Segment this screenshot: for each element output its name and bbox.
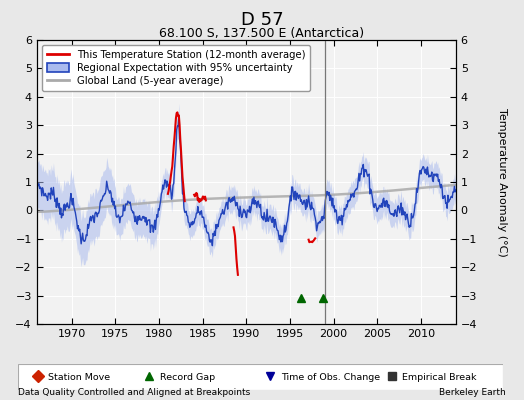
Text: Data Quality Controlled and Aligned at Breakpoints: Data Quality Controlled and Aligned at B… — [18, 388, 250, 397]
Legend: This Temperature Station (12-month average), Regional Expectation with 95% uncer: This Temperature Station (12-month avera… — [42, 45, 310, 91]
Text: 68.100 S, 137.500 E (Antarctica): 68.100 S, 137.500 E (Antarctica) — [159, 27, 365, 40]
Text: Time of Obs. Change: Time of Obs. Change — [281, 373, 380, 382]
FancyBboxPatch shape — [18, 364, 503, 390]
Y-axis label: Temperature Anomaly (°C): Temperature Anomaly (°C) — [497, 108, 507, 256]
Text: Berkeley Earth: Berkeley Earth — [439, 388, 506, 397]
Text: Station Move: Station Move — [48, 373, 111, 382]
Text: Empirical Break: Empirical Break — [402, 373, 477, 382]
Text: Record Gap: Record Gap — [160, 373, 215, 382]
Text: D 57: D 57 — [241, 11, 283, 29]
